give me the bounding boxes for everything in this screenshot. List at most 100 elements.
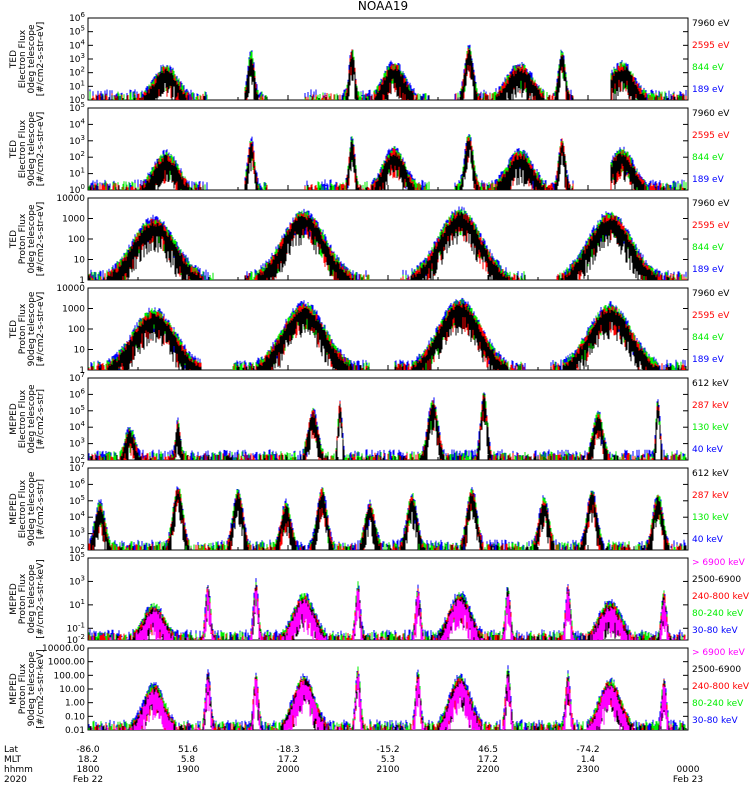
legend-entry: 844 eV: [692, 153, 725, 163]
y-tick-label: 10.00: [59, 685, 85, 695]
y-axis-title-line: TED: [9, 50, 19, 69]
x-axis-row-label: hhmm: [4, 765, 33, 775]
y-axis-title-line: MEPED: [9, 673, 19, 705]
y-axis-title-line: MEPED: [9, 403, 19, 435]
y-tick-label: 104: [69, 117, 85, 130]
data-traces: [88, 486, 687, 550]
y-tick-label: 104: [69, 510, 85, 523]
legend-entry: 287 keV: [692, 491, 729, 501]
x-axis-hhmm-value: 0000: [677, 765, 700, 775]
figure-title: NOAA19: [358, 0, 408, 13]
x-axis-hhmm-value: 2300: [577, 765, 600, 775]
x-axis-date-value: Feb 22: [73, 775, 103, 785]
y-tick-label: 1000.00: [48, 658, 85, 668]
y-tick-label: 105: [69, 551, 85, 564]
data-traces: [89, 44, 687, 100]
legend-entry: 80-240 keV: [692, 609, 744, 619]
series-trace: [88, 212, 674, 280]
series-trace: [89, 139, 686, 190]
y-tick-label: 107: [69, 461, 85, 474]
y-tick-label: 1: [79, 276, 85, 286]
y-tick-label: 102: [69, 453, 85, 466]
data-traces: [88, 578, 686, 640]
panel-ted-p-90: 1 10 100 1000 10000 TED Proton Flux 90deg teles…: [9, 284, 730, 376]
y-axis-title-line: [#/cm2-s-str-eV]: [36, 22, 46, 97]
y-axis-title-line: MEPED: [9, 583, 19, 615]
legend-entry: 189 eV: [692, 85, 725, 95]
panel-meped-e-0: 102 103 104 105 106 107 MEPED Electron Flux 0deg…: [9, 371, 729, 466]
y-axis-title-line: [#/cm2-s-str-keV]: [36, 649, 46, 728]
legend-entry: 7960 eV: [692, 199, 730, 209]
x-axis-mlt-value: 18.2: [78, 755, 98, 765]
legend-entry: 130 keV: [692, 513, 729, 523]
legend-entry: 40 keV: [692, 535, 724, 545]
x-axis-lat-value: -15.2: [376, 745, 399, 755]
y-tick-label: 106: [69, 11, 85, 24]
x-axis-lat-value: -86.0: [76, 745, 100, 755]
y-tick-label: 10000: [56, 194, 85, 204]
legend-entry: 30-80 keV: [692, 626, 738, 636]
y-tick-label: 10000: [56, 284, 85, 294]
legend-entry: 80-240 keV: [692, 699, 744, 709]
series-trace: [91, 49, 685, 100]
panel-meped-p-90: 0.01 0.10 1.00 10.00 100.00 1000.00 10000.00 ME…: [9, 644, 750, 736]
x-axis-date-value: Feb 23: [673, 775, 703, 785]
legend-entry: 189 eV: [692, 355, 725, 365]
legend-entry: 7960 eV: [692, 19, 730, 29]
legend-entry: 7960 eV: [692, 289, 730, 299]
y-tick-label: 1.00: [65, 699, 85, 709]
y-tick-label: 101: [69, 598, 85, 611]
y-tick-label: 105: [69, 25, 85, 38]
x-axis-hhmm-value: 2200: [477, 765, 500, 775]
y-tick-label: 1: [79, 366, 85, 376]
series-trace: [92, 588, 686, 640]
x-axis-mlt-value: 17.2: [278, 755, 298, 765]
x-axis-hhmm-value: 1900: [177, 765, 200, 775]
y-tick-label: 0.10: [65, 712, 85, 722]
y-tick-label: 106: [69, 477, 85, 490]
y-axis-title-line: [#/cm2-s-str]: [36, 479, 46, 539]
y-tick-label: 103: [69, 134, 85, 147]
y-tick-label: 102: [69, 150, 85, 163]
legend-entry: 612 keV: [692, 379, 729, 389]
y-axis-title-line: Proton Flux: [18, 213, 28, 264]
y-tick-label: 105: [69, 494, 85, 507]
y-tick-label: 105: [69, 404, 85, 417]
legend-entry: 2595 eV: [692, 221, 730, 231]
y-tick-label: 10: [74, 346, 86, 356]
y-axis-title-line: TED: [9, 140, 19, 159]
legend-entry: 844 eV: [692, 63, 725, 73]
legend-entry: 240-800 keV: [692, 682, 750, 692]
y-tick-label: 0.01: [65, 726, 85, 736]
y-axis-title-line: 90deg telescope: [27, 111, 37, 186]
y-tick-label: 102: [69, 66, 85, 79]
y-tick-label: 103: [69, 574, 85, 587]
data-traces: [88, 665, 687, 730]
y-axis-title-line: 90deg telescope: [27, 471, 37, 546]
series-trace: [90, 489, 687, 550]
legend-entry: 2595 eV: [692, 131, 730, 141]
x-axis-mlt-value: 5.8: [181, 755, 196, 765]
y-axis-title-line: Electron Flux: [18, 389, 28, 448]
x-axis-hhmm-value: 2100: [377, 765, 400, 775]
y-axis-title-line: Proton Flux: [18, 663, 28, 714]
y-axis-title-line: 90deg telescope: [27, 291, 37, 366]
legend-entry: > 6900 keV: [692, 648, 746, 658]
y-axis-title-line: 0deg telescope: [27, 204, 37, 274]
y-tick-label: 100.00: [54, 671, 86, 681]
y-axis-title-line: Proton Flux: [18, 303, 28, 354]
panel-meped-e-90: 102 103 104 105 106 107 MEPED Electron Flux 90de…: [9, 461, 729, 556]
series-trace: [91, 674, 683, 730]
legend-entry: 40 keV: [692, 445, 724, 455]
panel-meped-p-0: 10-210-1 101 103 105 MEPED Proton Flux 0deg te…: [9, 551, 750, 646]
y-axis-title-line: [#/cm2-s-str-eV]: [36, 292, 46, 367]
y-tick-label: 100: [69, 183, 85, 196]
legend-entry: 2500-6900: [692, 665, 741, 675]
x-axis-mlt-value: 1.4: [581, 755, 596, 765]
y-tick-label: 100: [68, 235, 85, 245]
x-axis-row-label: Lat: [4, 745, 19, 755]
y-axis-title-line: 0deg telescope: [27, 24, 37, 94]
